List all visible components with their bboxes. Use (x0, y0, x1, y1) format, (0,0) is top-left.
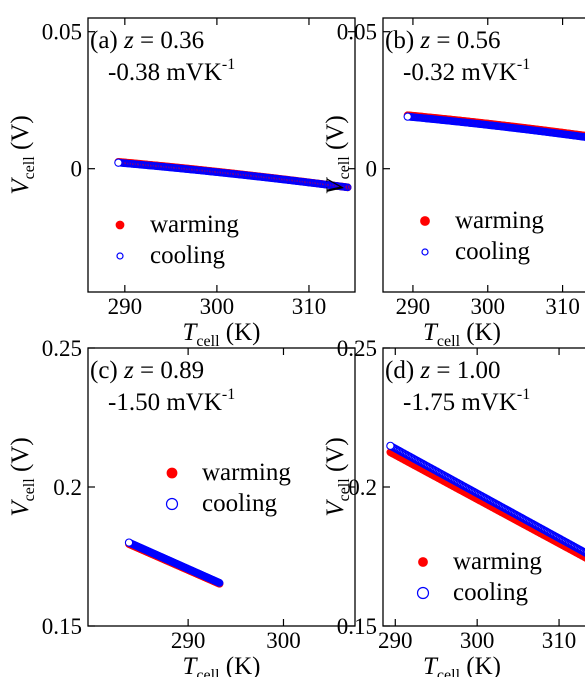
legend-label-warming: warming (455, 207, 544, 234)
panel-annotation: (b) z = 0.56-0.32 mVK-1 (385, 27, 530, 86)
x-ticks: 290 300 310 (378, 348, 576, 653)
x-tick-label: 300 (471, 294, 506, 319)
data-point-start (403, 112, 412, 121)
plot-area (386, 441, 585, 562)
plot-area (403, 111, 585, 141)
data-point-start (386, 441, 395, 451)
x-ticks: 290 300 310 (396, 18, 580, 319)
legend-label-cooling: cooling (455, 238, 530, 265)
panel-annotation: (a) z = 0.36-0.38 mVK-1 (90, 27, 235, 86)
legend: warming cooling (165, 459, 291, 517)
panel-c: 290 300 0.25 0.2 0.15 Tcell (K) Vcell (V) (c) z… (7, 336, 356, 677)
x-tick-label: 310 (292, 294, 327, 319)
x-axis-label: Tcell (K) (183, 319, 261, 350)
x-tick-label: 290 (396, 294, 431, 319)
axes-frame (382, 17, 585, 293)
x-ticks: 290 300 310 (108, 18, 327, 319)
x-ticks: 290 300 (171, 348, 301, 653)
legend-label-cooling: cooling (150, 242, 225, 269)
data-point (582, 549, 585, 557)
legend-marker-warming (418, 557, 428, 567)
y-tick-label: 0.2 (53, 475, 82, 500)
legend-marker-warming (166, 467, 178, 479)
data-point (215, 579, 224, 587)
x-tick-label: 290 (171, 628, 206, 653)
series-cooling (403, 112, 585, 141)
legend: warming cooling (115, 211, 239, 269)
y-ticks: 0.05 0 (42, 20, 355, 182)
plot-area (114, 157, 352, 192)
legend-label-cooling: cooling (453, 579, 528, 606)
y-tick-label: 0.2 (348, 475, 377, 500)
legend-marker-cooling (165, 497, 179, 511)
x-tick-label: 310 (545, 294, 580, 319)
legend: warming cooling (416, 548, 542, 606)
legend-label-cooling: cooling (202, 490, 277, 517)
legend-marker-cooling (416, 586, 430, 600)
legend-marker-warming (115, 220, 125, 230)
y-tick-label: 0.25 (337, 336, 377, 361)
x-tick-label: 290 (378, 628, 413, 653)
x-tick-label: 300 (200, 294, 235, 319)
data-point (581, 548, 585, 557)
panel-annotation: (d) z = 1.00-1.75 mVK-1 (385, 357, 530, 416)
slope-label: -0.38 mVK-1 (108, 56, 235, 86)
slope-label: -1.75 mVK-1 (403, 386, 530, 416)
panel-annotation: (c) z = 0.89-1.50 mVK-1 (90, 357, 235, 416)
panel-label: (c) z = 0.89 (90, 357, 204, 384)
legend-label-warming: warming (202, 459, 291, 486)
y-tick-label: 0 (366, 157, 378, 182)
slope-label: -0.32 mVK-1 (403, 56, 530, 86)
y-tick-label: 0 (71, 157, 83, 182)
data-point-start (114, 158, 123, 167)
x-tick-label: 300 (266, 628, 301, 653)
x-tick-label: 290 (108, 294, 143, 319)
series-cooling (386, 441, 585, 557)
data-point (343, 183, 352, 192)
panel-label: (a) z = 0.36 (90, 27, 204, 54)
data-point (581, 133, 585, 141)
x-axis-label: Tcell (K) (423, 653, 501, 677)
plot-area (124, 538, 224, 588)
y-tick-label: 0.05 (42, 20, 82, 45)
slope-label: -1.50 mVK-1 (108, 386, 235, 416)
y-ticks: 0.25 0.2 0.15 (337, 336, 390, 639)
panel-a: 290 300 310 0.05 0 Tcell (K) Vcell (V) (a) z = … (7, 17, 356, 350)
panel-b: 290 300 310 0.05 0 Tcell (K) Vcell (V) (b) z = … (322, 17, 585, 350)
y-tick-label: 0.15 (337, 614, 377, 639)
x-axis-label: Tcell (K) (183, 653, 261, 677)
series-cooling (114, 158, 352, 192)
y-ticks: 0.05 0 (337, 20, 390, 182)
panel-label: (d) z = 1.00 (385, 357, 501, 384)
data-point-start (124, 538, 134, 547)
data-point (582, 133, 585, 141)
panel-d: 290 300 310 0.25 0.2 0.15 Tcell (K) Vcell (V) (d… (322, 336, 585, 677)
y-axis-label: Vcell (V) (7, 115, 38, 194)
panel-label: (b) z = 0.56 (385, 27, 501, 54)
y-axis-label: Vcell (V) (7, 437, 38, 516)
y-axis-label: Vcell (V) (322, 437, 353, 516)
x-axis-label: Tcell (K) (423, 319, 501, 350)
legend-marker-cooling (421, 248, 429, 256)
series-cooling (124, 538, 224, 587)
legend-label-warming: warming (453, 548, 542, 575)
legend: warming cooling (420, 207, 544, 265)
legend-marker-cooling (116, 252, 124, 260)
x-tick-label: 310 (542, 628, 577, 653)
axes-frame (87, 17, 356, 293)
y-tick-label: 0.05 (337, 20, 377, 45)
y-tick-label: 0.15 (42, 614, 82, 639)
y-tick-label: 0.25 (42, 336, 82, 361)
y-axis-label: Vcell (V) (322, 115, 353, 194)
x-tick-label: 300 (460, 628, 495, 653)
legend-label-warming: warming (150, 211, 239, 238)
y-ticks: 0.25 0.2 0.15 (42, 336, 355, 639)
legend-marker-warming (420, 216, 430, 226)
